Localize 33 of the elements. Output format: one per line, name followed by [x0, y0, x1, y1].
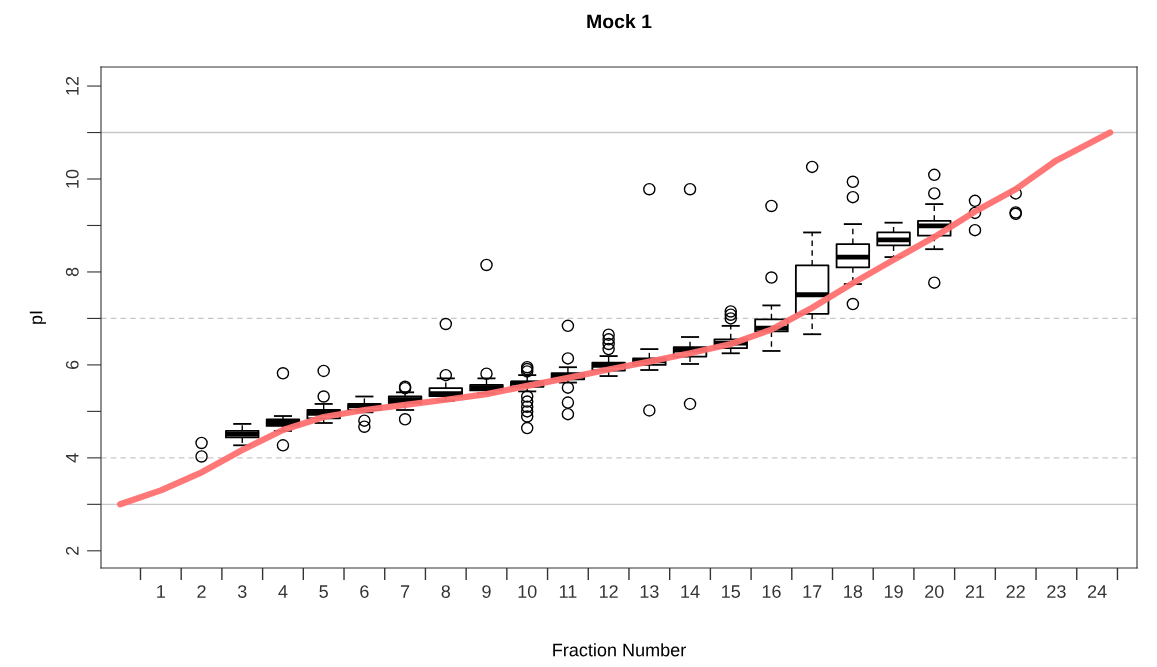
- y-tick-label: 12: [65, 76, 79, 95]
- y-tick-label: 6: [65, 360, 79, 370]
- x-tick-label: 7: [400, 585, 410, 598]
- x-tick-label: 16: [762, 585, 781, 598]
- x-tick-label: 13: [640, 585, 659, 598]
- x-tick-label: 23: [1047, 585, 1066, 598]
- x-axis-title: Fraction Number: [553, 643, 686, 657]
- x-tick-label: 24: [1087, 585, 1107, 598]
- x-tick-label: 19: [884, 585, 903, 598]
- x-tick-label: 11: [559, 585, 577, 598]
- x-tick-label: 15: [722, 585, 741, 598]
- x-tick-label: 14: [681, 585, 700, 598]
- x-tick-label: 18: [844, 585, 863, 598]
- x-tick-label: 6: [360, 585, 369, 598]
- x-tick-label: 10: [518, 585, 537, 598]
- chart-title: Mock 1: [587, 14, 652, 29]
- y-tick-label: 8: [65, 267, 79, 277]
- x-tick-label: 21: [965, 585, 985, 598]
- y-tick-label: 2: [65, 546, 79, 555]
- x-tick-label: 3: [237, 585, 247, 598]
- y-axis-title: pI: [29, 311, 46, 324]
- x-tick-label: 4: [278, 585, 288, 598]
- x-tick-label: 1: [157, 585, 165, 598]
- x-tick-label: 5: [319, 585, 328, 598]
- y-tick-label: 10: [65, 169, 79, 188]
- x-tick-label: 20: [925, 585, 944, 598]
- x-tick-label: 8: [441, 585, 451, 598]
- y-tick-label: 4: [66, 453, 79, 463]
- x-tick-label: 22: [1006, 585, 1025, 598]
- x-tick-label: 2: [197, 585, 206, 598]
- x-tick-label: 9: [482, 585, 491, 598]
- x-tick-label: 12: [599, 585, 618, 598]
- x-tick-label: 17: [803, 585, 822, 598]
